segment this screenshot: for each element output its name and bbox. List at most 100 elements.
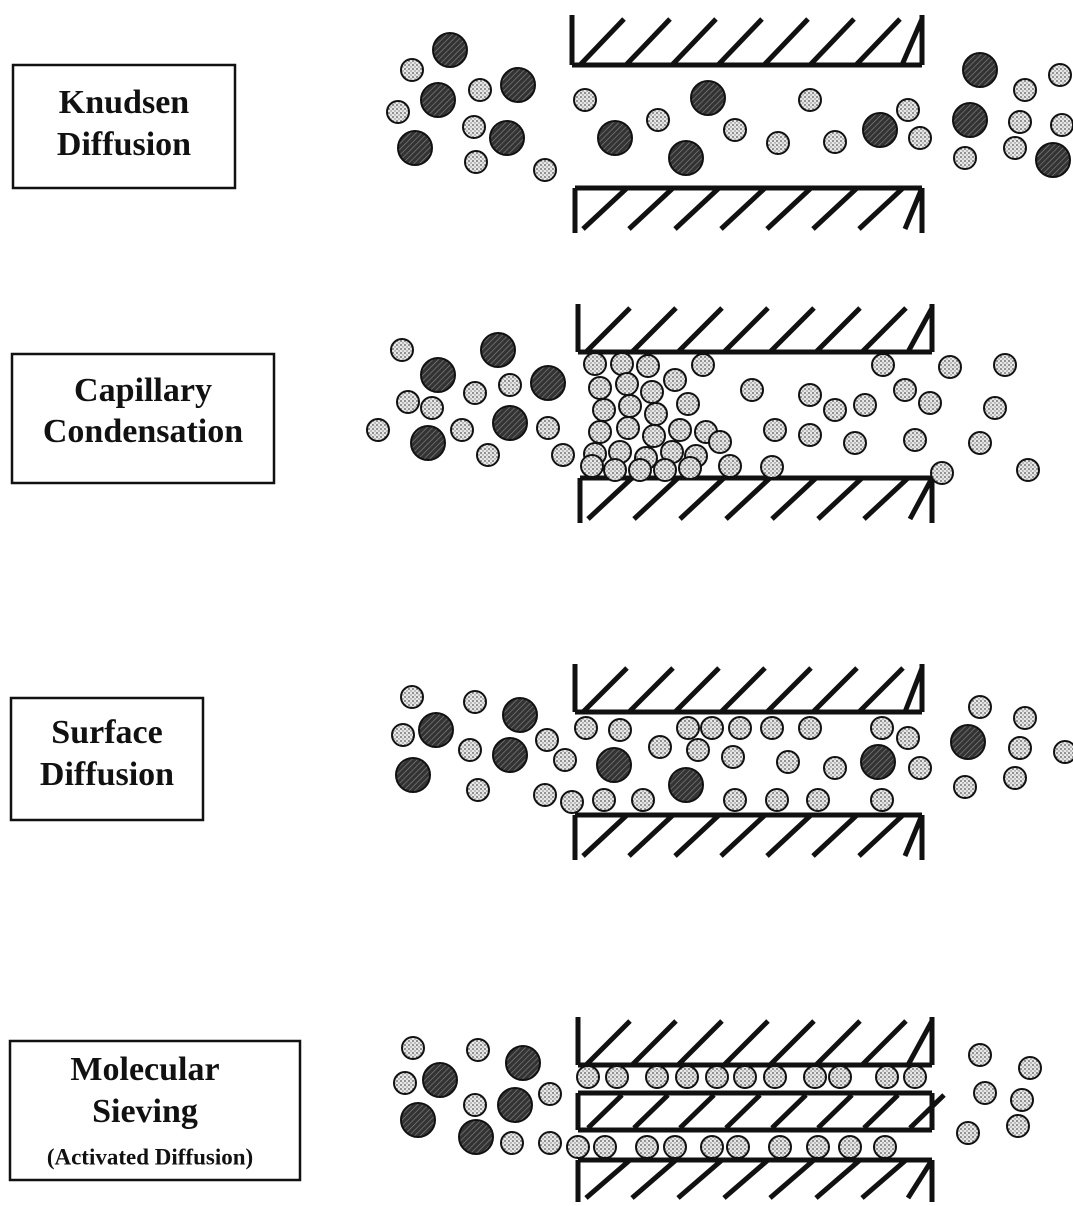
small-molecule [984, 397, 1006, 419]
small-molecule [632, 789, 654, 811]
small-molecule [969, 432, 991, 454]
large-molecule [597, 748, 631, 782]
small-molecule [589, 421, 611, 443]
small-molecule [593, 789, 615, 811]
large-molecule [459, 1120, 493, 1154]
small-molecule [609, 719, 631, 741]
label: Surface [51, 714, 162, 751]
large-molecule [423, 1063, 457, 1097]
small-molecule [646, 1066, 668, 1088]
small-molecule [709, 431, 731, 453]
small-molecule [839, 1136, 861, 1158]
small-molecule [1009, 737, 1031, 759]
small-molecule [401, 686, 423, 708]
large-molecule [669, 141, 703, 175]
small-molecule [465, 151, 487, 173]
large-molecule [503, 698, 537, 732]
small-molecule [464, 1094, 486, 1116]
large-molecule [951, 725, 985, 759]
large-molecule [861, 745, 895, 779]
small-molecule [722, 746, 744, 768]
small-molecule [909, 127, 931, 149]
small-molecule [637, 355, 659, 377]
small-molecule [871, 717, 893, 739]
wall-line [813, 815, 857, 856]
wall-line [813, 188, 857, 229]
wall-line [680, 478, 724, 519]
small-molecule [467, 779, 489, 801]
large-molecule [493, 738, 527, 772]
small-molecule [641, 381, 663, 403]
small-molecule [617, 417, 639, 439]
small-molecule [581, 455, 603, 477]
small-molecule [874, 1136, 896, 1158]
wall-line [632, 308, 676, 352]
wall-line [862, 1160, 906, 1198]
small-molecule [969, 1044, 991, 1066]
small-molecule [677, 393, 699, 415]
small-molecule [647, 109, 669, 131]
wall-line [583, 668, 627, 712]
small-molecule [645, 403, 667, 425]
wall-line [908, 308, 932, 352]
wall-line [908, 1021, 932, 1065]
wall-line [721, 188, 765, 229]
wall-line [586, 1160, 630, 1198]
small-molecule [469, 79, 491, 101]
small-molecule [994, 354, 1016, 376]
wall-line [634, 1095, 668, 1128]
small-molecule [584, 353, 606, 375]
small-molecule [807, 1136, 829, 1158]
small-molecule [676, 1066, 698, 1088]
small-molecule [677, 717, 699, 739]
small-molecule [421, 397, 443, 419]
wall-line [859, 188, 903, 229]
wall-line [910, 1095, 944, 1128]
small-molecule [1054, 741, 1073, 763]
wall-line [908, 1160, 932, 1198]
small-molecule [804, 1066, 826, 1088]
small-molecule [463, 116, 485, 138]
small-molecule [459, 739, 481, 761]
small-molecule [664, 1136, 686, 1158]
small-molecule [939, 356, 961, 378]
wall-line [864, 1095, 898, 1128]
wall-line [905, 815, 922, 856]
wall-line [629, 668, 673, 712]
small-molecule [574, 89, 596, 111]
small-molecule [724, 119, 746, 141]
small-molecule [692, 354, 714, 376]
small-molecule [761, 717, 783, 739]
wall-line [859, 668, 903, 712]
small-molecule [636, 1136, 658, 1158]
wall-line [816, 1021, 860, 1065]
small-molecule [619, 395, 641, 417]
small-molecule [534, 159, 556, 181]
small-molecule [649, 736, 671, 758]
small-molecule [577, 1066, 599, 1088]
label: Condensation [43, 413, 243, 450]
small-molecule [501, 1132, 523, 1154]
small-molecule [394, 1072, 416, 1094]
small-molecule [766, 789, 788, 811]
wall-line [675, 668, 719, 712]
label-box [10, 65, 300, 1180]
small-molecule [844, 432, 866, 454]
small-molecule [387, 101, 409, 123]
wall-line [583, 188, 627, 229]
wall-line [818, 478, 862, 519]
large-molecule [669, 768, 703, 802]
wall-line [678, 308, 722, 352]
large-molecule [481, 333, 515, 367]
wall-line [910, 478, 932, 519]
small-molecule [397, 391, 419, 413]
wall-line [770, 1160, 814, 1198]
large-molecule [396, 758, 430, 792]
large-molecule [1036, 143, 1070, 177]
small-molecule [611, 353, 633, 375]
label: Capillary [74, 372, 212, 409]
label: Knudsen [59, 84, 189, 121]
wall-line [767, 815, 811, 856]
small-molecule [536, 729, 558, 751]
large-molecule [490, 121, 524, 155]
